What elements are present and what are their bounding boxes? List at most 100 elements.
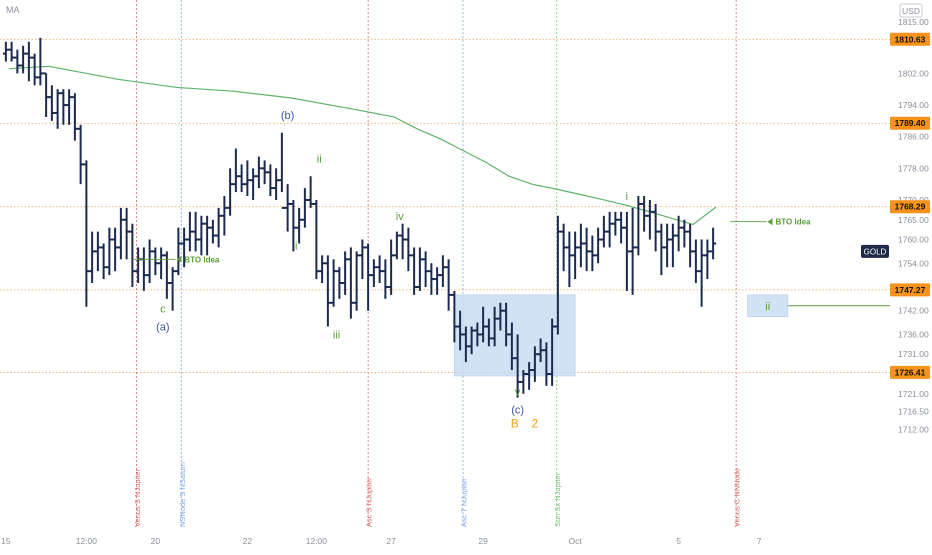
ohlc-bar bbox=[635, 196, 642, 256]
x-axis-tick-label: 5 bbox=[676, 536, 681, 546]
ohlc-bar bbox=[698, 239, 705, 307]
ohlc-bar bbox=[209, 219, 216, 244]
ohlc-bar bbox=[227, 168, 234, 216]
ohlc-bar bbox=[112, 227, 119, 272]
ohlc-bar bbox=[485, 318, 492, 347]
price-level-badge bbox=[890, 200, 930, 214]
ohlc-bar bbox=[572, 231, 579, 280]
ohlc-bar bbox=[100, 243, 107, 280]
symbol-badge[interactable] bbox=[861, 244, 889, 258]
wave-label: B bbox=[511, 416, 519, 430]
wave-label: iii bbox=[333, 329, 340, 341]
price-level-badge bbox=[890, 32, 930, 46]
ohlc-bar bbox=[606, 211, 613, 248]
wave-label: (b) bbox=[281, 110, 294, 122]
wave-label: iv bbox=[396, 211, 404, 223]
x-axis-tick-label: 15 bbox=[1, 536, 11, 546]
ohlc-bar bbox=[31, 53, 38, 86]
currency-label: USD bbox=[902, 6, 920, 16]
x-axis-tick-label: 27 bbox=[386, 536, 396, 546]
x-axis-tick-label: 7 bbox=[757, 536, 762, 546]
y-axis-tick-label: 1770.00 bbox=[898, 195, 929, 205]
wave-label: i bbox=[295, 240, 297, 252]
ohlc-bar bbox=[434, 267, 441, 295]
ohlc-bar bbox=[710, 227, 717, 260]
ohlc-bar bbox=[20, 45, 27, 74]
ohlc-bar bbox=[405, 227, 412, 272]
ohlc-bar bbox=[457, 310, 464, 351]
price-level-label: 1789.40 bbox=[895, 118, 926, 128]
ohlc-bar bbox=[117, 207, 124, 260]
zone-label: ii bbox=[765, 301, 770, 313]
y-axis-tick-label: 1802.00 bbox=[898, 68, 929, 78]
ohlc-bar bbox=[296, 207, 303, 244]
y-axis-tick-label: 1712.00 bbox=[898, 424, 929, 434]
ohlc-bar bbox=[221, 196, 228, 236]
event-line-label: Venus S NJupiter bbox=[133, 469, 142, 527]
ohlc-bar bbox=[186, 211, 193, 252]
ohlc-bar bbox=[25, 41, 32, 82]
ohlc-bar bbox=[152, 247, 159, 276]
ohlc-bar bbox=[48, 85, 55, 121]
y-axis-tick-label: 1731.00 bbox=[898, 349, 929, 359]
wave-label: (a) bbox=[156, 321, 169, 333]
ohlc-bar bbox=[589, 235, 596, 272]
ohlc-bar bbox=[290, 199, 297, 252]
ohlc-bar bbox=[238, 164, 245, 193]
ohlc-bar bbox=[169, 267, 176, 311]
ohlc-bar bbox=[439, 255, 446, 287]
ohlc-bar bbox=[66, 89, 73, 125]
ohlc-bar bbox=[646, 199, 653, 240]
ohlc-bar bbox=[428, 263, 435, 295]
bto-idea-label: BTO Idea bbox=[776, 218, 812, 227]
ohlc-bar bbox=[232, 148, 239, 193]
wave-label: ii bbox=[317, 153, 322, 165]
ohlc-bar bbox=[462, 326, 469, 363]
ohlc-bar bbox=[123, 207, 130, 260]
x-axis-tick-label: Oct bbox=[569, 536, 583, 546]
ohlc-bar bbox=[353, 251, 360, 311]
y-axis-tick-label: 1721.00 bbox=[898, 389, 929, 399]
ohlc-bar bbox=[89, 231, 96, 284]
ohlc-bar bbox=[330, 259, 337, 307]
ohlc-bar bbox=[583, 227, 590, 272]
price-level-badge bbox=[890, 116, 930, 130]
price-level-badge bbox=[890, 365, 930, 379]
ohlc-bar bbox=[393, 231, 400, 260]
ohlc-bar bbox=[537, 338, 544, 363]
ohlc-bar bbox=[411, 247, 418, 295]
ohlc-bar bbox=[324, 255, 331, 327]
ohlc-bar bbox=[399, 223, 406, 260]
ohlc-bar bbox=[204, 215, 211, 256]
ohlc-bar bbox=[692, 239, 699, 284]
ohlc-bar bbox=[8, 41, 15, 62]
symbol-badge-label: GOLD bbox=[864, 247, 887, 256]
ohlc-bar bbox=[255, 156, 262, 189]
ohlc-bar bbox=[422, 251, 429, 287]
ohlc-bar bbox=[474, 322, 481, 347]
ohlc-bar bbox=[382, 259, 389, 299]
ohlc-bar bbox=[94, 231, 101, 272]
y-axis-tick-label: 1778.00 bbox=[898, 163, 929, 173]
ohlc-bar bbox=[445, 259, 452, 311]
x-axis-tick-label: 20 bbox=[151, 536, 161, 546]
ohlc-bar bbox=[388, 239, 395, 295]
ohlc-bar bbox=[370, 259, 377, 287]
ohlc-bar bbox=[342, 251, 349, 295]
ohlc-bar bbox=[612, 211, 619, 236]
ohlc-bar bbox=[554, 215, 561, 335]
ohlc-bar bbox=[307, 176, 314, 208]
ohlc-bar bbox=[301, 188, 308, 228]
ohlc-bar bbox=[566, 231, 573, 287]
ohlc-bar bbox=[623, 211, 630, 291]
moving-average-line bbox=[8, 65, 717, 226]
currency-box[interactable] bbox=[899, 3, 923, 18]
ohlc-bar bbox=[600, 215, 607, 248]
ohlc-bar bbox=[278, 132, 285, 209]
ohlc-bar bbox=[503, 302, 510, 347]
ohlc-bar bbox=[71, 93, 78, 141]
x-axis-tick-label: 22 bbox=[243, 536, 253, 546]
ohlc-bar bbox=[480, 306, 487, 343]
